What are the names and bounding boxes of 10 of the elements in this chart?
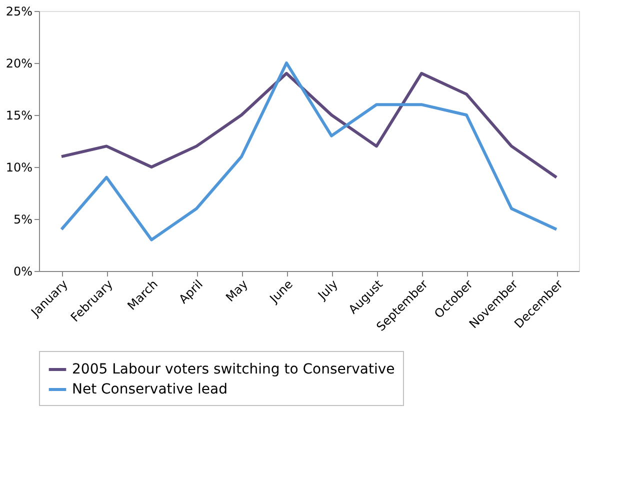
legend-label: 2005 Labour voters switching to Conservative [72,362,395,378]
legend-label: Net Conservative lead [72,382,228,398]
y-tick-label: 20% [6,56,32,70]
y-tick-label: 0% [13,264,32,278]
y-tick-label: 10% [6,160,32,174]
y-tick-label: 15% [6,108,32,122]
y-tick-label: 5% [13,212,32,226]
y-tick-label: 25% [6,4,32,18]
line-series [60,72,558,179]
line-series [60,62,558,242]
